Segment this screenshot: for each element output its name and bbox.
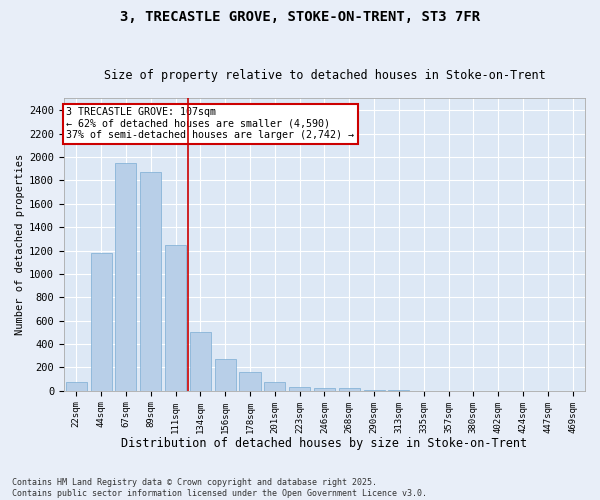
Bar <box>115 163 136 391</box>
Bar <box>190 332 211 391</box>
Bar <box>289 388 310 391</box>
Title: Size of property relative to detached houses in Stoke-on-Trent: Size of property relative to detached ho… <box>104 69 545 82</box>
Text: Contains HM Land Registry data © Crown copyright and database right 2025.
Contai: Contains HM Land Registry data © Crown c… <box>12 478 427 498</box>
Bar <box>66 382 87 391</box>
Text: 3, TRECASTLE GROVE, STOKE-ON-TRENT, ST3 7FR: 3, TRECASTLE GROVE, STOKE-ON-TRENT, ST3 … <box>120 10 480 24</box>
Bar <box>388 390 409 391</box>
Bar <box>264 382 286 391</box>
Bar <box>91 254 112 391</box>
Bar <box>314 388 335 391</box>
Bar <box>364 390 385 391</box>
Text: 3 TRECASTLE GROVE: 107sqm
← 62% of detached houses are smaller (4,590)
37% of se: 3 TRECASTLE GROVE: 107sqm ← 62% of detac… <box>67 107 355 140</box>
Bar <box>215 360 236 391</box>
Bar <box>165 244 186 391</box>
Bar <box>140 172 161 391</box>
Bar <box>239 372 260 391</box>
Y-axis label: Number of detached properties: Number of detached properties <box>15 154 25 336</box>
X-axis label: Distribution of detached houses by size in Stoke-on-Trent: Distribution of detached houses by size … <box>121 437 527 450</box>
Bar <box>339 388 360 391</box>
